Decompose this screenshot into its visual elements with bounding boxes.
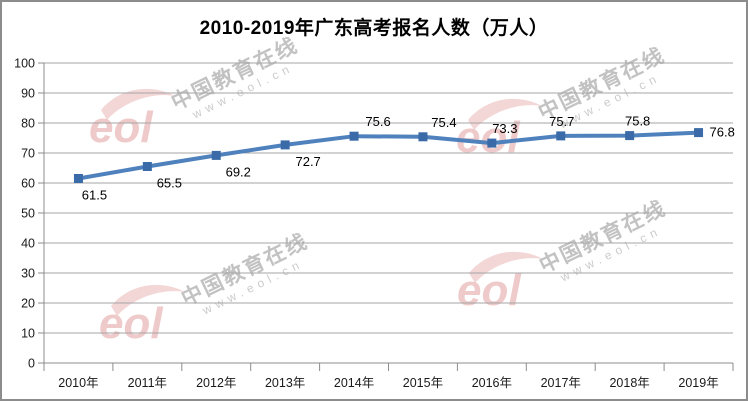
chart-title: 2010-2019年广东高考报名人数（万人） xyxy=(199,18,549,39)
data-point-label: 73.3 xyxy=(492,121,517,136)
y-axis-tick-label: 100 xyxy=(14,57,35,71)
data-point-label: 69.2 xyxy=(226,164,251,179)
data-point-label: 75.4 xyxy=(431,115,456,130)
data-point-marker xyxy=(556,131,566,141)
y-axis-tick-label: 0 xyxy=(28,357,35,371)
data-point-label: 61.5 xyxy=(82,188,107,203)
x-axis-tick-label: 2017年 xyxy=(541,376,581,390)
x-axis-tick-label: 2011年 xyxy=(128,376,167,390)
series-line xyxy=(76,130,701,181)
x-axis-tick-label: 2015年 xyxy=(403,376,443,390)
y-axis-tick-label: 40 xyxy=(21,237,35,251)
data-point-label: 76.8 xyxy=(710,125,735,140)
y-axis-tick-label: 50 xyxy=(21,207,35,221)
y-axis-tick-label: 70 xyxy=(21,147,35,161)
data-point-marker xyxy=(280,140,290,150)
data-point-label: 65.5 xyxy=(157,176,182,191)
data-point-label: 75.8 xyxy=(625,114,650,129)
data-point-label: 72.7 xyxy=(295,154,320,169)
y-axis-tick-label: 60 xyxy=(21,177,35,191)
x-axis-tick-label: 2018年 xyxy=(609,376,649,390)
data-point-marker xyxy=(142,162,152,171)
data-point-marker xyxy=(73,174,83,183)
data-point-marker xyxy=(418,132,428,142)
data-point-marker xyxy=(211,150,221,160)
data-point-marker xyxy=(487,138,497,148)
y-axis-tick-label: 30 xyxy=(21,267,35,281)
y-axis-tick-label: 90 xyxy=(21,87,35,101)
data-point-marker xyxy=(349,131,359,141)
x-axis-tick-label: 2010年 xyxy=(58,376,98,390)
x-axis-tick-label: 2013年 xyxy=(265,376,305,390)
x-axis-tick-label: 2019年 xyxy=(678,376,718,390)
x-axis-tick-label: 2012年 xyxy=(196,376,236,390)
data-point-marker xyxy=(625,131,635,141)
data-point-marker xyxy=(694,128,704,138)
x-axis-tick-label: 2016年 xyxy=(472,376,512,390)
x-axis-tick-label: 2014年 xyxy=(334,376,374,390)
data-point-label: 75.6 xyxy=(365,114,390,129)
data-point-label: 75.7 xyxy=(549,114,574,129)
y-axis-tick-label: 20 xyxy=(21,297,35,311)
y-axis-tick-label: 10 xyxy=(21,327,35,341)
y-axis-tick-label: 80 xyxy=(21,117,35,131)
